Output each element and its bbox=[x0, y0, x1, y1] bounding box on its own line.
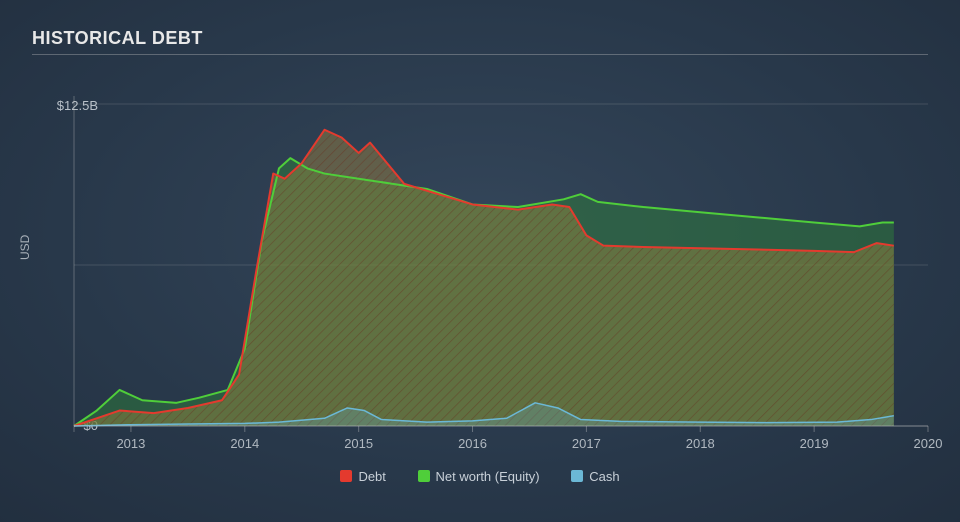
x-tick-label: 2013 bbox=[111, 436, 151, 451]
legend-swatch-cash bbox=[571, 470, 583, 482]
legend-swatch-debt bbox=[340, 470, 352, 482]
x-tick-label: 2014 bbox=[225, 436, 265, 451]
x-tick-label: 2016 bbox=[453, 436, 493, 451]
legend-label-equity: Net worth (Equity) bbox=[436, 469, 540, 484]
legend-label-debt: Debt bbox=[358, 469, 385, 484]
chart-areas bbox=[74, 130, 894, 426]
x-tick-label: 2017 bbox=[566, 436, 606, 451]
legend-item-equity: Net worth (Equity) bbox=[418, 469, 540, 484]
x-tick-label: 2020 bbox=[908, 436, 948, 451]
x-tick-label: 2019 bbox=[794, 436, 834, 451]
chart-container: HISTORICAL DEBT USD $12.5B $0 2013201420… bbox=[0, 0, 960, 522]
x-tick-label: 2015 bbox=[339, 436, 379, 451]
chart-title: HISTORICAL DEBT bbox=[32, 28, 203, 49]
chart-plot bbox=[74, 84, 928, 426]
legend: Debt Net worth (Equity) Cash bbox=[0, 469, 960, 484]
legend-item-debt: Debt bbox=[340, 469, 385, 484]
title-underline bbox=[32, 54, 928, 55]
legend-swatch-equity bbox=[418, 470, 430, 482]
legend-item-cash: Cash bbox=[571, 469, 619, 484]
y-axis-title: USD bbox=[18, 235, 32, 260]
legend-label-cash: Cash bbox=[589, 469, 619, 484]
x-tick-label: 2018 bbox=[680, 436, 720, 451]
